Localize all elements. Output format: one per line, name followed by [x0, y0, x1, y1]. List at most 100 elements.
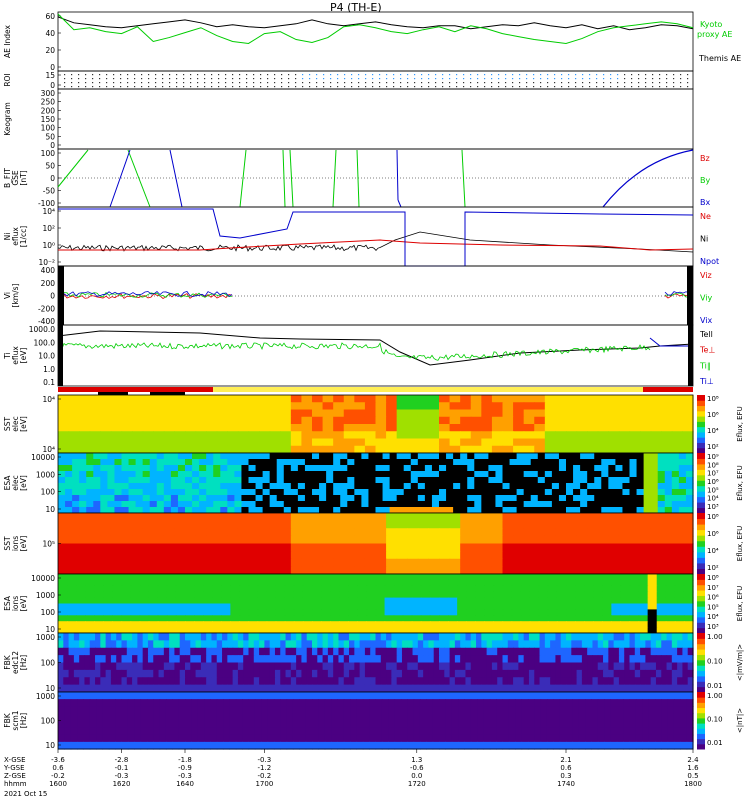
fbk_e-cell [132, 647, 138, 656]
fbk_e-cell [84, 669, 91, 678]
esa_i-cell [284, 621, 295, 628]
fbk_s-cell [178, 720, 186, 729]
esa_e-cell [671, 471, 680, 478]
sst_e-cell [671, 424, 684, 432]
roi-dot [337, 78, 339, 80]
fbk_s-cell [204, 741, 211, 750]
sst_i-cell [481, 558, 493, 567]
sst_e-cell [650, 424, 662, 432]
esa_i-cell [112, 609, 123, 616]
fbk_e-cell [206, 647, 213, 656]
ni-ne-trace [58, 239, 694, 251]
esa_i-cell [203, 609, 213, 616]
sst_i-cell [280, 551, 292, 560]
fbk_e-cell [73, 677, 80, 686]
fbk_e-cell [200, 640, 207, 649]
esa_i-cell [511, 621, 522, 628]
fbk_s-cell [64, 706, 72, 714]
roi-dot [484, 78, 486, 80]
fbk_e-cell [73, 633, 80, 641]
sst_i-cell [449, 543, 461, 552]
ni-ytick: 10² [42, 224, 55, 233]
esa_i-cell [493, 585, 504, 593]
esa_e-cell [72, 453, 80, 460]
sst_i-colorbar-tick: 10² [707, 564, 719, 572]
fbk_e-cell [79, 655, 86, 664]
esa_e-cell [312, 489, 320, 496]
roi-dot [64, 78, 66, 80]
sst_i-cell [629, 528, 641, 537]
fbk_s-cell [64, 727, 72, 736]
fbk_e-cell [396, 684, 403, 693]
fbk_s-cell [604, 699, 612, 707]
fbk_e-cell [227, 677, 234, 686]
fbk_s-cell [305, 741, 313, 750]
fbk_e-cell [518, 655, 525, 664]
fbk_s-ylabel: [Hz] [19, 713, 28, 729]
esa_i-cell [94, 615, 104, 622]
sst_i-cell [587, 566, 599, 575]
fbk_e-cell [290, 669, 297, 678]
esa_i-cell [94, 627, 104, 634]
sst_e-cell [280, 424, 292, 432]
sst_i-cell [534, 520, 546, 529]
sst_e-cell [312, 445, 324, 454]
sst_e-cell [513, 445, 525, 454]
ti-ytick: 0.1 [43, 378, 55, 387]
sst_e-cell [79, 402, 91, 411]
vi-fill-bar [687, 266, 693, 325]
fbk_e-cell [454, 684, 461, 693]
fbk_e-cell [677, 633, 684, 641]
fbk_e-cell [428, 677, 435, 686]
roi-dot [148, 74, 150, 76]
esa_e-cell [502, 459, 511, 466]
roi-dot [407, 86, 409, 88]
esa_e-cell [622, 489, 631, 496]
fbk_e-cell [650, 677, 657, 686]
fbk_s-cell [235, 699, 243, 707]
esa_e-cell [615, 453, 624, 460]
roi-dot [365, 74, 367, 76]
fbk_e-colorbar-cell [697, 633, 705, 639]
fbk_e-cell [386, 684, 392, 693]
fbk_s-cell [439, 699, 446, 707]
sst_i-cell [407, 551, 419, 560]
fbk_s-cell [432, 699, 440, 707]
esa_i-cell [656, 579, 667, 587]
esa_i-cell [148, 627, 159, 634]
fbk_e-cell [63, 655, 70, 664]
sst_i-cell [491, 535, 504, 545]
esa_e-cell [185, 453, 193, 460]
fbk_s-cell [350, 734, 358, 743]
esa_e-cell [100, 477, 108, 484]
esa_i-cell [511, 591, 522, 599]
sst_e-cell [301, 409, 313, 418]
esa_i-cell [275, 597, 286, 605]
esa_e-cell [65, 477, 73, 484]
sst_i-cell [682, 513, 694, 522]
sst_e-cell [142, 409, 154, 418]
sst_i-cell [555, 551, 567, 560]
fbk_e-cell [481, 655, 488, 664]
esa_i-cell [357, 574, 368, 581]
esa_i-cell [529, 603, 540, 610]
fbk_s-cell [413, 734, 421, 743]
esa_i-cell [620, 621, 631, 628]
fbk_e-cell [248, 640, 255, 649]
fbk_e-cell [322, 684, 329, 693]
fbk_e-cell [174, 677, 181, 686]
esa_i-cell [475, 591, 485, 599]
esa_e-cell [537, 477, 546, 484]
esa_e-cell [424, 507, 433, 514]
fbk_e-cell [645, 669, 652, 678]
fbk_s-cell [585, 692, 592, 700]
fbk_s-cell [191, 713, 199, 722]
esa_i-cell [157, 574, 168, 581]
sst_e-colorbar-tick: 10² [707, 443, 719, 451]
fbk_e-cell [687, 662, 694, 671]
fbk_e-cell [386, 640, 392, 649]
fbk_e-cell [624, 662, 631, 671]
roi-dot [197, 82, 199, 84]
fbk_s-cell [508, 720, 516, 729]
esa_i-cell [203, 591, 213, 599]
